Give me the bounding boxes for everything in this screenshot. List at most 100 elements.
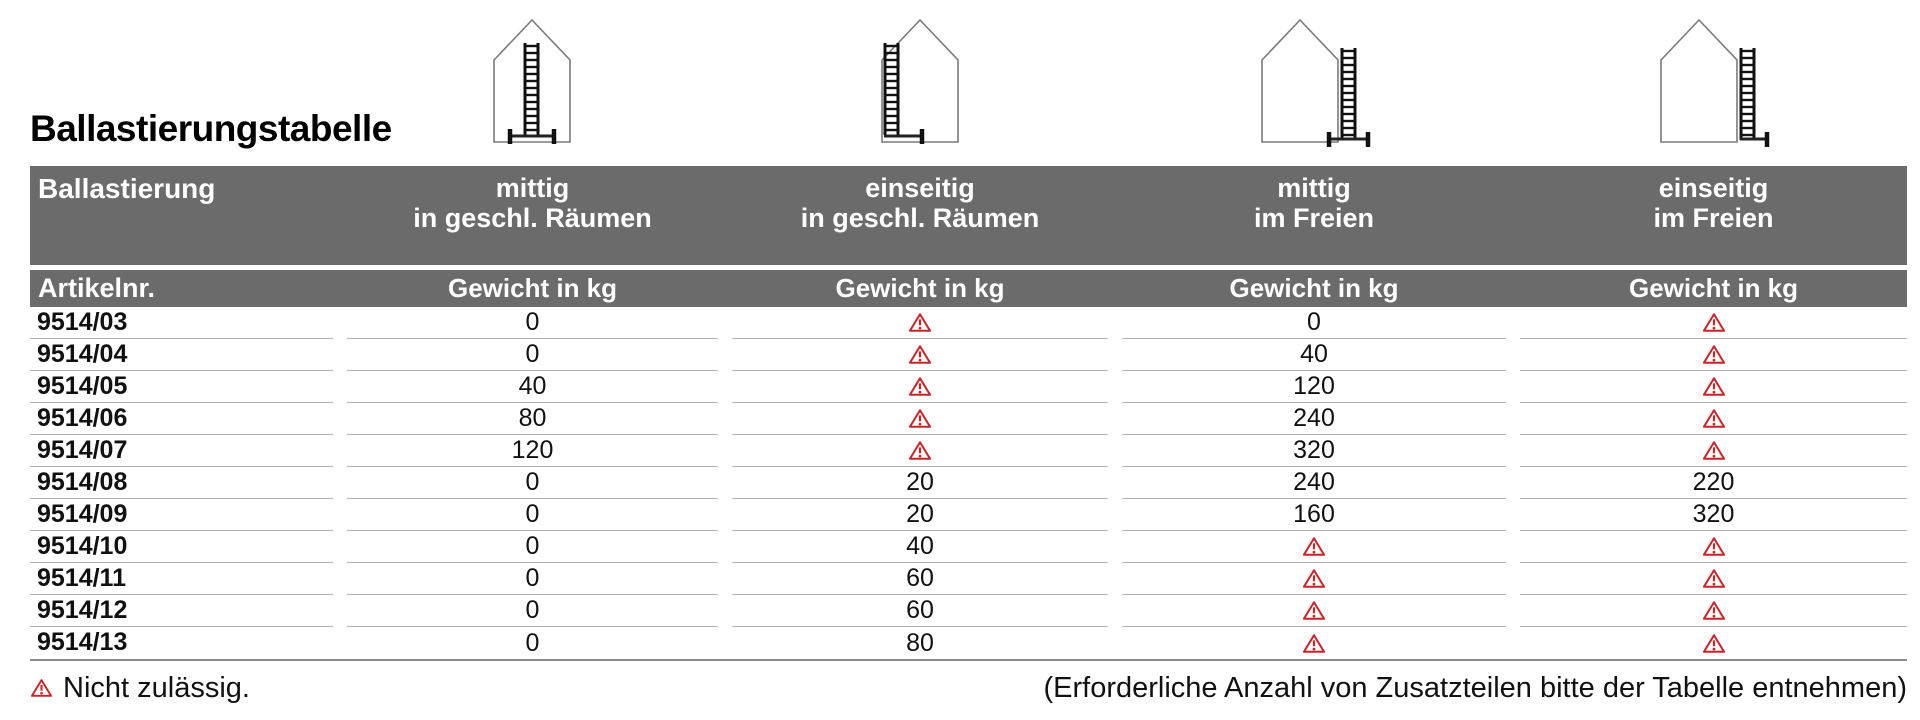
table-header-band: Ballastierung mittig in geschl. Räumen e… (30, 166, 1907, 265)
warning-triangle-icon (908, 440, 932, 461)
table-row: 9514/05 40 120 (30, 371, 1907, 403)
legend-text: Nicht zulässig. (63, 671, 250, 704)
table-row: 9514/09 0 20 160 320 (30, 499, 1907, 531)
icon-cell-2 (732, 0, 1108, 166)
weight-cell: 60 (732, 595, 1108, 627)
article-number-cell: 9514/03 (30, 307, 333, 339)
weight-cell: 40 (347, 371, 718, 403)
header-col-mittig-geschl: mittig in geschl. Räumen (413, 173, 652, 233)
header-gewicht-4: Gewicht in kg (1628, 273, 1799, 303)
article-number-cell: 9514/07 (30, 435, 333, 467)
article-number-cell: 9514/06 (30, 403, 333, 435)
warning-triangle-icon (908, 344, 932, 365)
warning-triangle-icon (1702, 344, 1726, 365)
weight-cell: 0 (525, 628, 540, 657)
not-permitted-cell (732, 307, 1108, 339)
weight-cell: 0 (347, 595, 718, 627)
weight-cell: 320 (1122, 435, 1506, 467)
not-permitted-cell (1122, 595, 1506, 627)
warning-triangle-icon (1302, 568, 1326, 589)
warning-triangle-icon (1302, 633, 1326, 654)
weight-cell: 0 (347, 563, 718, 595)
table-row: 9514/08 0 20 240 220 (30, 467, 1907, 499)
weight-cell: 0 (347, 307, 718, 339)
weight-cell: 0 (347, 339, 718, 371)
warning-triangle-icon (908, 312, 932, 333)
warning-triangle-icon (1702, 600, 1726, 621)
article-number-cell: 9514/13 (37, 628, 128, 656)
warning-triangle-icon (1702, 376, 1726, 397)
table-row: 9514/12 0 60 (30, 595, 1907, 627)
article-number-cell: 9514/08 (30, 467, 333, 499)
not-permitted-cell (732, 339, 1108, 371)
title-cell: Ballastierungstabelle (30, 0, 392, 166)
weight-cell: 0 (347, 499, 718, 531)
weight-cell: 20 (732, 499, 1108, 531)
header-col-mittig-frei: mittig im Freien (1253, 173, 1375, 233)
not-permitted-cell (1520, 531, 1907, 563)
article-number-cell: 9514/09 (30, 499, 333, 531)
table-row: 9514/07 120 320 (30, 435, 1907, 467)
weight-cell: 120 (1122, 371, 1506, 403)
warning-triangle-icon (1702, 408, 1726, 429)
warning-triangle-icon (1702, 536, 1726, 557)
weight-cell: 80 (347, 403, 718, 435)
header-gewicht-1: Gewicht in kg (447, 273, 618, 303)
weight-cell: 40 (732, 531, 1108, 563)
icon-cell-4 (1520, 0, 1907, 166)
not-permitted-cell (732, 403, 1108, 435)
weight-cell: 120 (347, 435, 718, 467)
footer-note: (Erforderliche Anzahl von Zusatzteilen b… (1043, 671, 1907, 704)
house-ladder-onesided-indoor-icon (880, 18, 959, 144)
warning-triangle-icon (1302, 600, 1326, 621)
warning-triangle-icon (908, 408, 932, 429)
weight-cell: 40 (1122, 339, 1506, 371)
not-permitted-cell (732, 371, 1108, 403)
weight-cell: 160 (1122, 499, 1506, 531)
article-number-cell: 9514/11 (30, 563, 333, 595)
weight-cell: 240 (1122, 403, 1506, 435)
article-number-cell: 9514/04 (30, 339, 333, 371)
not-permitted-cell (1520, 307, 1907, 339)
warning-triangle-icon (1702, 568, 1726, 589)
header-col-einseitig-frei: einseitig im Freien (1653, 173, 1774, 233)
weight-cell: 0 (347, 531, 718, 563)
header-artikelnr: Artikelnr. (38, 273, 156, 303)
page-title: Ballastierungstabelle (30, 108, 392, 149)
band-gap (30, 265, 1907, 270)
not-permitted-cell (1520, 563, 1907, 595)
icon-cell-3 (1122, 0, 1506, 166)
not-permitted-cell (1520, 435, 1907, 467)
not-permitted-cell (1122, 627, 1506, 659)
header-col-einseitig-geschl: einseitig in geschl. Räumen (800, 173, 1040, 233)
warning-triangle-icon (30, 679, 53, 697)
top-row: Ballastierungstabelle (30, 0, 1907, 166)
weight-cell: 220 (1520, 467, 1907, 499)
warning-triangle-icon (1302, 536, 1326, 557)
icon-cell-1 (347, 0, 718, 166)
weight-cell: 320 (1520, 499, 1907, 531)
house-ladder-onesided-outdoor-icon (1660, 18, 1770, 147)
not-permitted-cell (732, 435, 1108, 467)
article-number-cell: 9514/05 (30, 371, 333, 403)
article-number-cell: 9514/12 (30, 595, 333, 627)
house-ladder-centered-outdoor-icon (1260, 18, 1370, 147)
weight-cell: 80 (906, 628, 934, 657)
table-row: 9514/10 0 40 (30, 531, 1907, 563)
not-permitted-cell (1520, 595, 1907, 627)
table-row: 9514/06 80 240 (30, 403, 1907, 435)
header-gewicht-3: Gewicht in kg (1229, 273, 1399, 303)
warning-triangle-icon (1702, 440, 1726, 461)
warning-triangle-icon (908, 376, 932, 397)
not-permitted-cell (1520, 403, 1907, 435)
legend-not-permitted: Nicht zulässig. (30, 672, 250, 705)
table-subheader-band: Artikelnr. Gewicht in kg Gewicht in kg G… (30, 270, 1907, 307)
warning-triangle-icon (1702, 312, 1726, 333)
table-body: 9514/03 0 0 9514/04 0 40 9514/05 40 120 9514/06 80… (30, 307, 1907, 661)
article-number-cell: 9514/10 (30, 531, 333, 563)
not-permitted-cell (1520, 627, 1907, 659)
table-row: 9514/11 0 60 (30, 563, 1907, 595)
not-permitted-cell (1122, 531, 1506, 563)
weight-cell: 60 (732, 563, 1108, 595)
